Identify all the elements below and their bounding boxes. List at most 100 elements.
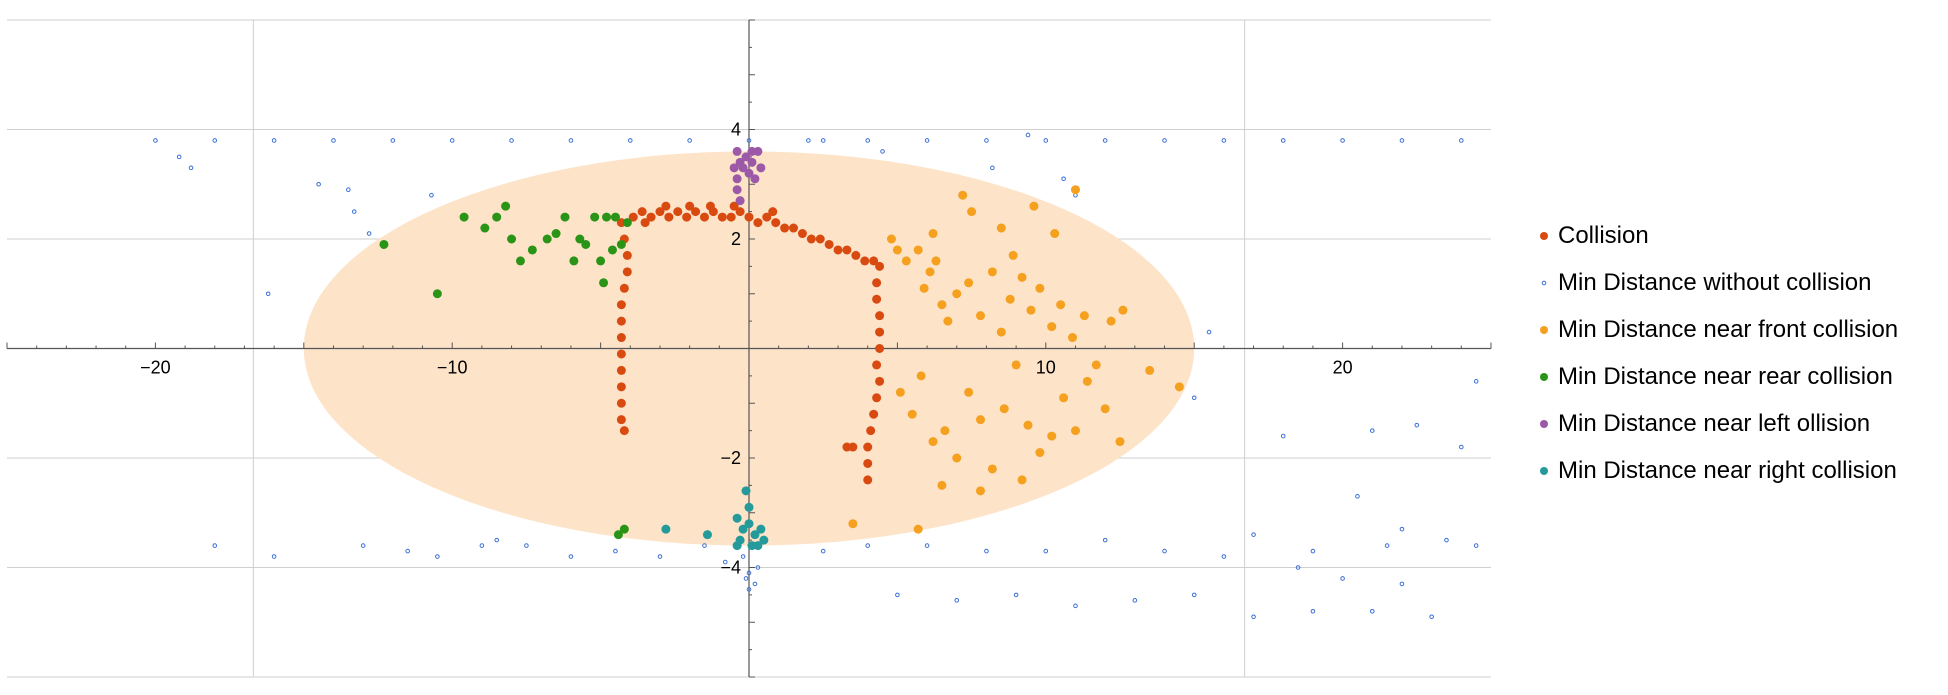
data-point [657, 554, 663, 559]
data-point [351, 209, 357, 214]
data-point [705, 201, 715, 211]
data-point [628, 212, 638, 222]
data-point [732, 185, 742, 195]
data-point [999, 404, 1009, 414]
data-point [753, 218, 763, 228]
data-point [360, 543, 366, 548]
data-point [1191, 395, 1197, 401]
data-point [1459, 138, 1464, 143]
data-point [820, 138, 826, 143]
data-point [622, 267, 632, 277]
data-point [842, 245, 852, 255]
data-point [1280, 138, 1286, 143]
data-point [366, 231, 372, 236]
data-point [1414, 422, 1420, 428]
data-point [744, 212, 754, 222]
data-point [646, 212, 656, 222]
data-point [1369, 609, 1375, 614]
data-point [316, 181, 321, 187]
data-point [616, 382, 626, 392]
data-point [976, 486, 986, 496]
data-point [875, 327, 885, 337]
data-point [1429, 614, 1434, 620]
data-point [1459, 444, 1464, 450]
data-point [1102, 138, 1108, 143]
data-point [479, 543, 485, 548]
data-point [738, 524, 748, 534]
data-point [1399, 581, 1405, 587]
legend-item: Min Distance near left ollision [1530, 400, 1898, 447]
data-point [744, 502, 754, 512]
y-tick-label: −2 [720, 448, 741, 468]
data-point [943, 316, 953, 326]
data-point [729, 201, 739, 211]
data-point [1047, 322, 1057, 332]
data-point [924, 543, 930, 548]
data-point [507, 234, 517, 244]
data-point [1047, 431, 1057, 441]
data-point [860, 256, 870, 266]
data-point [1251, 532, 1256, 537]
data-point [1340, 138, 1345, 143]
data-point [637, 207, 647, 217]
data-point [996, 223, 1006, 233]
data-point [875, 261, 885, 271]
data-point [1444, 537, 1449, 543]
x-tick-label: 20 [1333, 358, 1353, 378]
data-point [682, 212, 692, 222]
data-point [1008, 250, 1018, 260]
data-point [815, 234, 825, 244]
data-point [212, 543, 218, 548]
data-point [872, 393, 882, 403]
data-point [755, 565, 761, 570]
data-point [607, 245, 617, 255]
data-point [833, 245, 843, 255]
data-point [616, 415, 626, 425]
data-point [924, 138, 930, 143]
data-point [752, 581, 758, 587]
data-point [717, 212, 727, 222]
data-point [1011, 360, 1021, 370]
data-point [1355, 494, 1360, 499]
data-point [1118, 305, 1128, 315]
data-point [271, 554, 277, 559]
data-point [875, 344, 885, 353]
data-point [726, 212, 736, 222]
data-point [1043, 138, 1049, 143]
data-point [848, 442, 858, 452]
data-point [732, 146, 742, 156]
data-point [741, 152, 751, 162]
data-point [551, 229, 561, 239]
data-point [640, 218, 650, 228]
data-point [1029, 201, 1039, 211]
tick-labels: −20 −10 10 20 4 2 −2 −4 [140, 120, 1352, 578]
data-point [1073, 603, 1078, 609]
legend-label: Min Distance near rear collision [1558, 362, 1893, 390]
data-point [746, 138, 752, 143]
data-point [907, 409, 917, 419]
data-point [616, 398, 626, 408]
data-point [494, 537, 500, 543]
data-point [735, 196, 745, 206]
data-point [1221, 554, 1227, 559]
data-point [673, 207, 683, 217]
data-point [602, 212, 612, 222]
data-point [616, 365, 626, 375]
data-point [212, 138, 218, 143]
data-point [1079, 311, 1089, 321]
data-point [967, 207, 977, 217]
data-point [875, 311, 885, 321]
data-point [1005, 294, 1015, 304]
data-point [789, 223, 799, 233]
data-point [613, 530, 623, 540]
legend-label: Min Distance without collision [1558, 268, 1872, 296]
data-point [1145, 365, 1155, 375]
data-point [1115, 437, 1125, 447]
data-point [865, 138, 871, 143]
data-point [1191, 592, 1197, 598]
data-point [405, 548, 410, 554]
data-point [722, 559, 728, 565]
data-point [1035, 448, 1045, 458]
scatter-plot: −20 −10 10 20 4 2 −2 −4 [6, 19, 1492, 678]
data-point [1280, 433, 1286, 439]
